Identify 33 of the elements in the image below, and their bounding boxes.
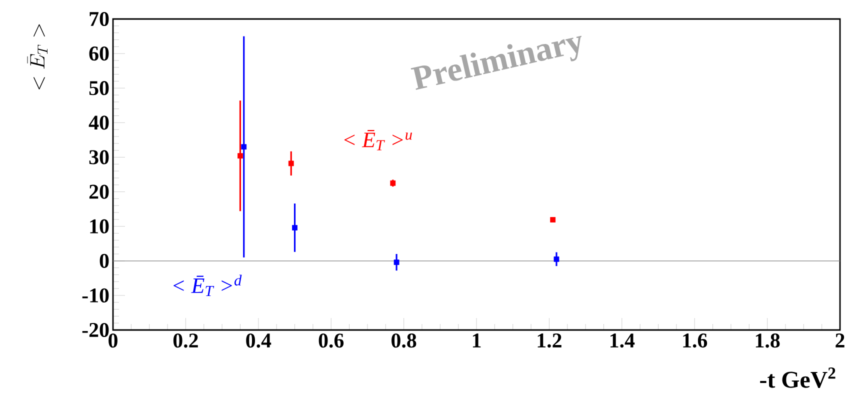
y-tick-label: 40 (88, 116, 109, 130)
y-axis-title: $< \bar{E}_T >$ (27, 24, 48, 90)
x-tick-label: 0.4 (246, 334, 272, 348)
y-tick-label: 30 (89, 150, 109, 164)
y-tick-label: 10 (90, 219, 109, 234)
y-tick-label: 0 (100, 254, 109, 268)
point (241, 144, 247, 150)
x-tick-label: 1.8 (756, 334, 780, 348)
x-tick-label: 1.6 (683, 334, 708, 348)
annotation: Preliminary (410, 36, 582, 90)
point (292, 225, 298, 230)
x-tick-label: 0.2 (173, 334, 198, 348)
point (288, 160, 294, 166)
point (550, 217, 556, 222)
y-tick-label: 60 (89, 46, 109, 61)
x-tick-label: 1 (472, 334, 481, 348)
point (238, 153, 243, 159)
x-tick-label: 1.4 (610, 334, 635, 348)
x-tick-label: 0.8 (392, 334, 416, 348)
y-tick-label: 70 (90, 12, 109, 26)
text: < Ē$_{T}$ >$^{d}$ (174, 274, 242, 296)
y-tick-label: 50 (89, 81, 109, 96)
y-tick-label: 20 (89, 184, 109, 199)
point (554, 256, 560, 262)
series-label: < Ē$_{T}$ >$^{u}$ (344, 130, 412, 150)
x-tick-label: 1.2 (538, 334, 562, 348)
x-tick-label: 0.6 (318, 334, 344, 348)
y-tick-label: -10 (82, 288, 109, 302)
point (390, 180, 396, 186)
x-axis-title: -t GeV$^{2}$ (760, 368, 836, 388)
x-tick-label: 2 (836, 334, 844, 348)
y-tick-label: -20 (82, 322, 109, 338)
point (394, 260, 400, 265)
